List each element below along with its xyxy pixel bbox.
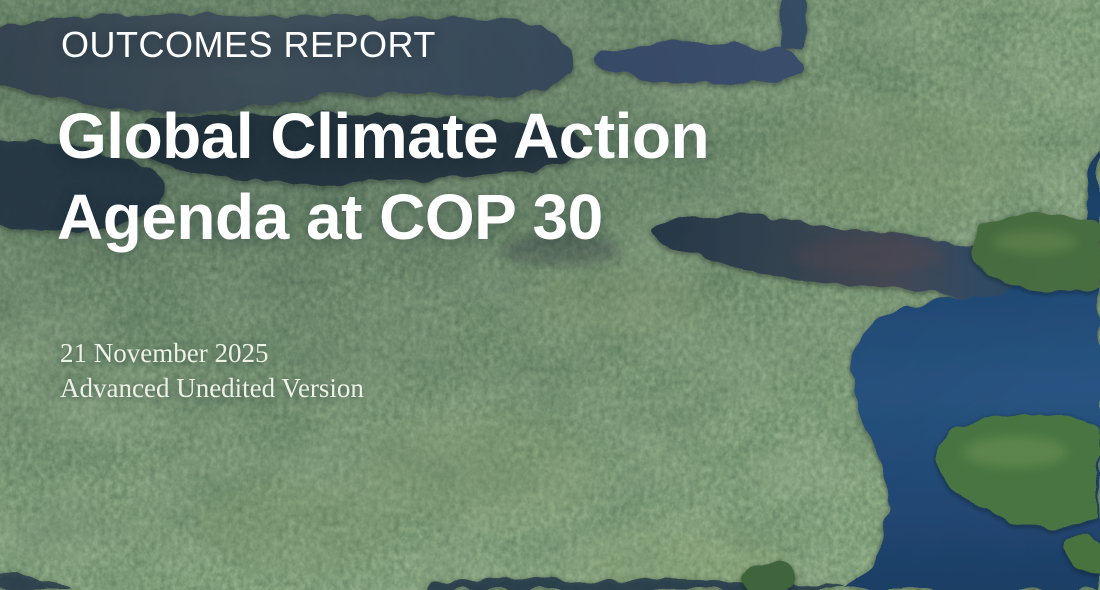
publication-meta: 21 November 2025 Advanced Unedited Versi… — [60, 336, 364, 406]
eyebrow-label: OUTCOMES REPORT — [61, 24, 436, 65]
title-line-1: Global Climate Action — [57, 100, 710, 172]
version-label: Advanced Unedited Version — [60, 373, 364, 403]
report-title: Global Climate Action Agenda at COP 30 — [57, 96, 710, 258]
publication-date: 21 November 2025 — [60, 338, 269, 368]
title-line-2: Agenda at COP 30 — [57, 181, 603, 253]
